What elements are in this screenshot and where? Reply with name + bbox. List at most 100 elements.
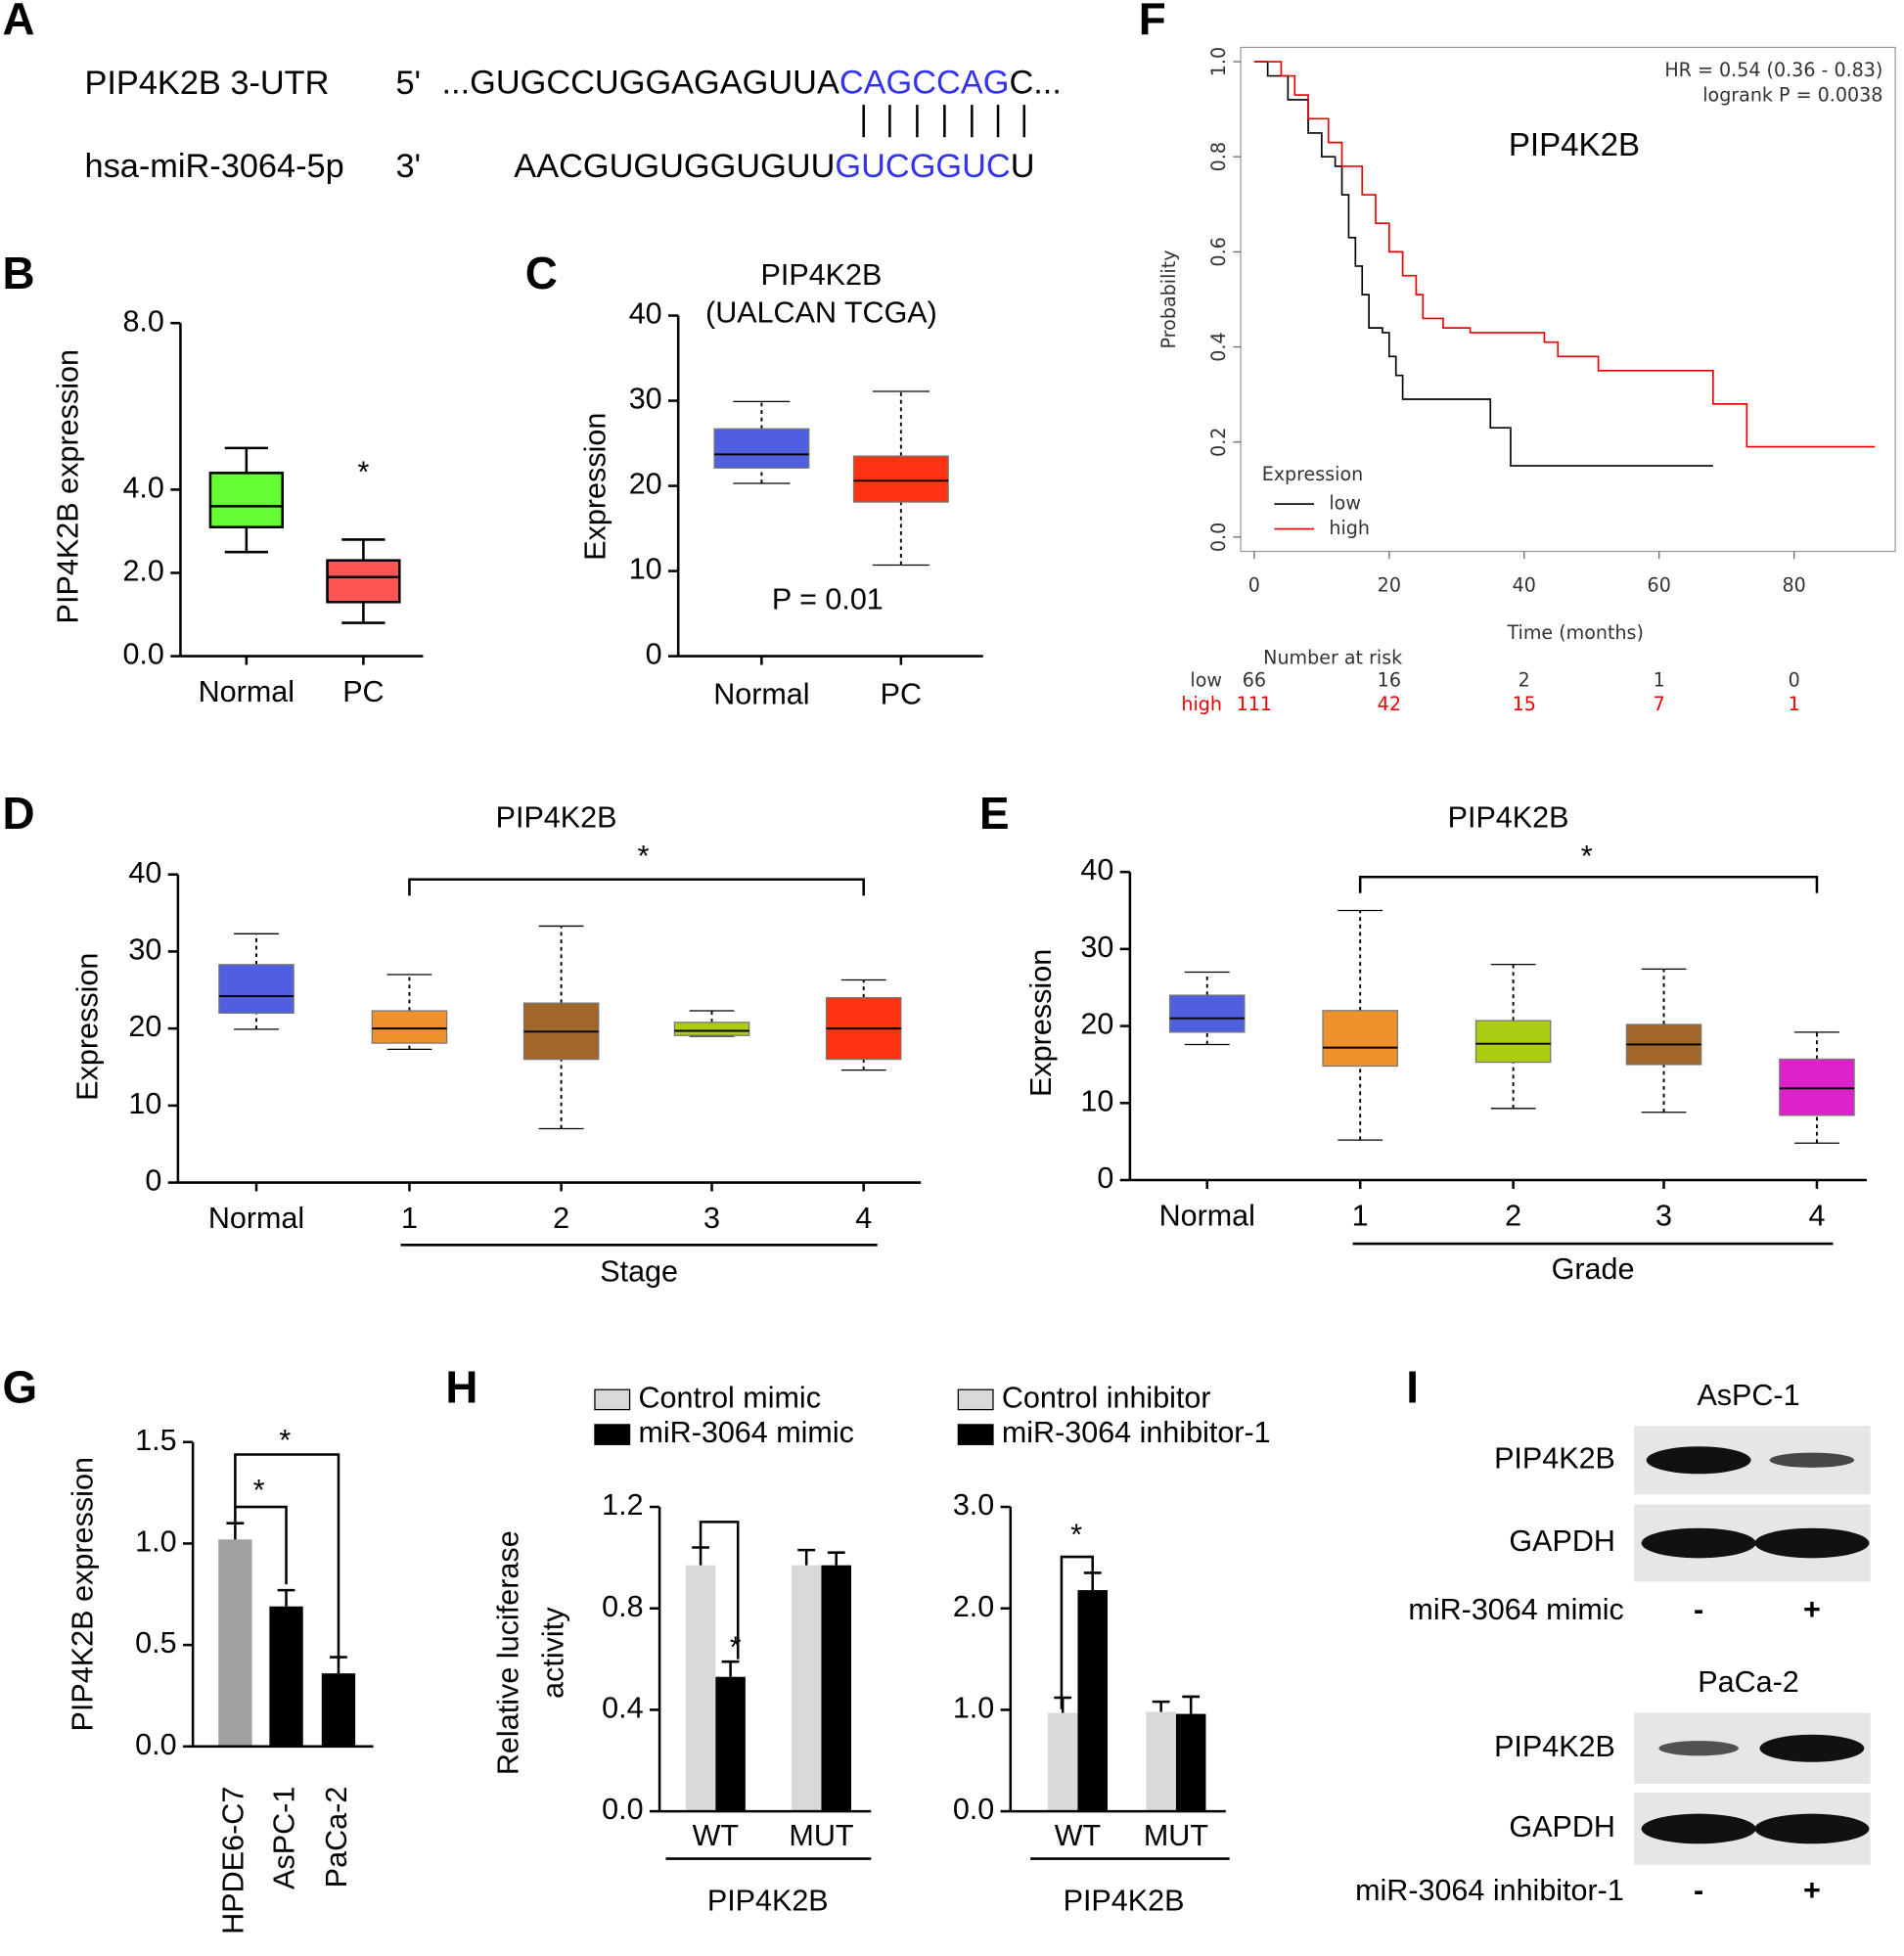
risk-count: 2 — [1519, 669, 1530, 692]
y-tick-label: 30 — [1080, 931, 1113, 964]
x-tick-label: 2 — [553, 1202, 569, 1235]
y-tick-label: 0 — [1097, 1161, 1113, 1195]
x-tick-label: PaCa-2 — [320, 1787, 353, 1888]
y-tick-label: 0.0 — [953, 1793, 994, 1826]
x-tick-label: Normal — [713, 677, 809, 710]
x-tick-label: 80 — [1783, 574, 1806, 597]
chart-title: PIP4K2B — [496, 801, 617, 835]
legend-swatch — [594, 1424, 631, 1445]
blot-band — [1769, 1452, 1855, 1468]
x-tick-label: 60 — [1648, 574, 1671, 597]
panel-label: I — [1406, 1363, 1419, 1413]
risk-table-title: Number at risk — [1263, 647, 1402, 669]
annotation: * — [253, 1474, 265, 1507]
significance-bracket — [1060, 1555, 1094, 1709]
blot-band — [1646, 1446, 1751, 1475]
lane-label: + — [1803, 1593, 1821, 1626]
x-tick-label: WT — [1055, 1819, 1101, 1852]
bar — [321, 1673, 356, 1747]
annotation: * — [1581, 840, 1593, 873]
y-axis-label: Probability — [1157, 250, 1180, 348]
plot-frame — [1240, 46, 1896, 553]
blot-band — [1754, 1527, 1870, 1559]
x-tick-label: 1 — [1352, 1199, 1369, 1232]
x-axis-label: PIP4K2B — [707, 1884, 829, 1917]
x-tick-label: 4 — [1808, 1199, 1825, 1232]
x-tick-label: AsPC-1 — [268, 1787, 301, 1889]
legend-swatch — [957, 1424, 994, 1445]
panel-label: A — [3, 0, 35, 44]
y-tick-label: 8.0 — [122, 304, 163, 338]
chart-title: PIP4K2B — [761, 258, 883, 292]
risk-count: 66 — [1243, 669, 1266, 692]
x-tick-label: WT — [693, 1819, 739, 1852]
panel-label: D — [3, 789, 35, 839]
risk-count: 1 — [1654, 669, 1665, 692]
box — [326, 559, 401, 604]
bar — [821, 1565, 851, 1812]
y-tick-label: 0.8 — [1207, 142, 1230, 171]
sequence-part: U — [1011, 148, 1035, 185]
panel-label: C — [525, 249, 558, 298]
y-tick-label: 30 — [629, 383, 662, 416]
legend-title: Expression — [1262, 463, 1364, 485]
y-tick-label: 0.2 — [1207, 428, 1230, 457]
bar — [1077, 1590, 1108, 1812]
blot-band — [1754, 1813, 1870, 1844]
y-tick-label: 1.0 — [135, 1524, 176, 1558]
box — [1322, 1010, 1398, 1068]
sequence: ...GUGCCUGGAGAGUUACAGCCAGC... — [442, 65, 1062, 102]
legend-label: high — [1329, 517, 1370, 539]
x-tick-label: MUT — [789, 1819, 853, 1852]
box — [713, 428, 810, 469]
x-axis-label: PIP4K2B — [1064, 1884, 1185, 1917]
blot-band — [1759, 1734, 1865, 1762]
box — [1474, 1020, 1552, 1064]
blot-band — [1641, 1527, 1756, 1559]
risk-count: 1 — [1789, 693, 1800, 715]
x-tick-label: 20 — [1378, 574, 1401, 597]
bar — [791, 1565, 822, 1812]
lane-label: - — [1694, 1874, 1703, 1907]
x-tick-label: Normal — [208, 1202, 304, 1235]
annotation: P = 0.01 — [772, 583, 884, 616]
risk-count: 15 — [1513, 693, 1536, 715]
x-tick-label: 4 — [855, 1202, 872, 1235]
panel-label: B — [3, 249, 35, 298]
x-axis-label: Time (months) — [1506, 621, 1643, 644]
panel-label: G — [3, 1363, 38, 1413]
sequence-part: C... — [1009, 65, 1061, 102]
significance-bracket — [1358, 875, 1819, 893]
significance-bracket — [234, 1505, 288, 1585]
y-axis-label: Expression — [71, 953, 105, 1101]
sequence-part: AACGUGUGGUGUU — [514, 148, 835, 185]
x-tick-label: 0 — [1248, 574, 1260, 597]
x-tick-label: HPDE6-C7 — [216, 1787, 249, 1934]
y-axis-label: Expression — [579, 413, 612, 561]
y-tick-label: 0.4 — [602, 1691, 643, 1724]
x-tick-label: PC — [342, 675, 384, 708]
y-tick-label: 0.4 — [1207, 332, 1230, 361]
y-tick-label: 10 — [629, 553, 662, 586]
survival-curve — [1253, 61, 1713, 467]
cell-line: PaCa-2 — [1698, 1665, 1798, 1699]
y-tick-label: 0.5 — [135, 1626, 176, 1660]
y-tick-label: 1.0 — [953, 1691, 994, 1724]
x-tick-label: 2 — [1505, 1199, 1521, 1232]
box — [673, 1022, 750, 1036]
box — [208, 472, 284, 528]
panel-label: F — [1139, 0, 1166, 44]
y-tick-label: 40 — [1080, 853, 1113, 887]
treatment-label: miR-3064 mimic — [1408, 1593, 1623, 1626]
treatment-label: miR-3064 inhibitor-1 — [1355, 1874, 1624, 1907]
y-axis-label: Relative luciferase — [492, 1530, 525, 1775]
annotation: * — [357, 456, 369, 489]
y-tick-label: 2.0 — [122, 555, 163, 588]
sequence-end: 5' — [395, 65, 421, 102]
y-tick-label: 1.0 — [1207, 47, 1230, 76]
chart-title: PIP4K2B — [1448, 801, 1569, 835]
blot-row-label: GAPDH — [1509, 1524, 1615, 1558]
x-axis-label: Grade — [1552, 1252, 1635, 1286]
annotation: * — [638, 840, 650, 873]
